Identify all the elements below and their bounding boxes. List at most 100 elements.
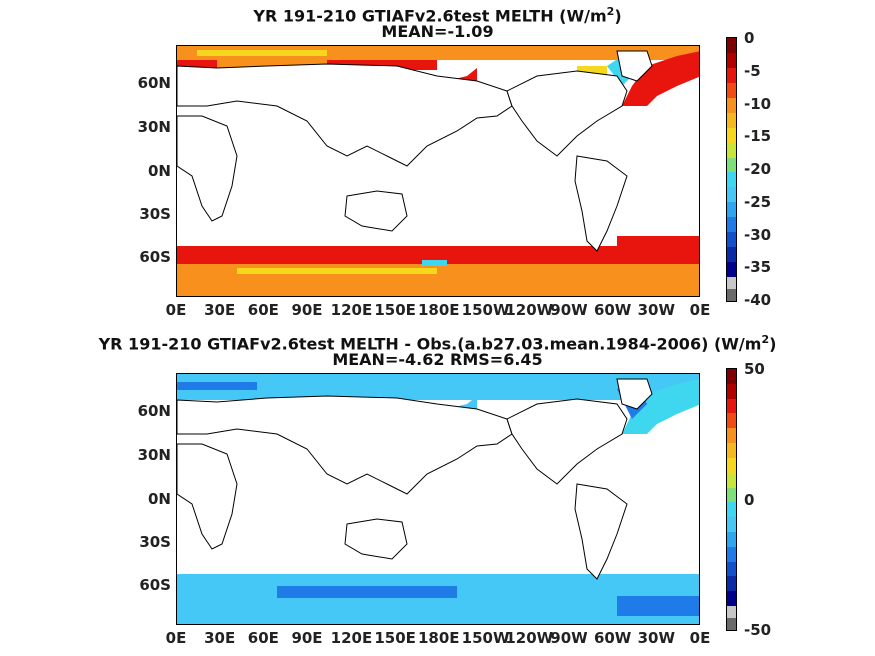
land-africa: [177, 115, 238, 222]
colorbar-band: [727, 369, 736, 385]
chart2-ytick: 30S: [139, 533, 171, 551]
colorbar-band: [727, 383, 736, 400]
chart1-colorbar-tick: -10: [744, 94, 772, 113]
chart1-colorbar-tick: -30: [744, 225, 772, 244]
colorbar-band: [727, 157, 736, 173]
chart1-ytick: 60N: [137, 74, 171, 92]
land2-greenland: [616, 378, 653, 410]
chart1-map-panel: [176, 45, 700, 297]
chart1-xtick: 60E: [247, 301, 279, 319]
chart1-colorbar-tick: -20: [744, 160, 772, 178]
chart2-xtick: 60W: [593, 629, 632, 647]
land2-south-america: [574, 483, 628, 580]
colorbar-band: [727, 38, 736, 54]
colorbar-band: [727, 487, 736, 503]
chart2-ytick: 30N: [137, 446, 171, 464]
field-so-cyan: [422, 260, 447, 266]
colorbar-band: [727, 127, 736, 144]
chart2-ytick: 0N: [148, 490, 171, 508]
colorbar-band: [727, 561, 736, 577]
colorbar-band: [727, 546, 736, 563]
chart1-title: YR 191-210 GTIAFv2.6test MELTH (W/m2): [253, 5, 622, 26]
field-arctic-yellow: [197, 50, 327, 56]
land-australia: [344, 190, 408, 232]
chart2-title: YR 191-210 GTIAFv2.6test MELTH - Obs.(a.…: [98, 333, 777, 354]
chart2-ytick: 60N: [137, 402, 171, 420]
land2-africa: [177, 443, 238, 550]
chart1-ytick: 60S: [139, 248, 171, 266]
land-greenland: [616, 50, 653, 82]
chart1-ytick: 30N: [137, 118, 171, 136]
chart1-ytick: 0N: [148, 162, 171, 180]
field-arctic-orange: [217, 60, 327, 68]
land2-eurasia: [177, 395, 513, 495]
land2-north-america: [506, 398, 628, 485]
colorbar-band: [727, 517, 736, 533]
colorbar-band: [727, 502, 736, 518]
field-so-yellow: [237, 268, 437, 274]
colorbar-band: [727, 202, 736, 218]
chart1-colorbar-tick: -35: [744, 258, 772, 277]
colorbar-band: [727, 247, 736, 263]
chart2-xtick: 180E: [418, 629, 460, 647]
land-south-america: [574, 155, 628, 252]
chart1-xtick: 30E: [204, 301, 236, 319]
colorbar-gray-band: [727, 618, 736, 630]
chart2-map-panel: [176, 373, 700, 625]
colorbar-band: [727, 232, 736, 248]
colorbar-band: [727, 82, 736, 99]
colorbar-band: [727, 97, 736, 114]
chart1-xtick: 150W: [461, 301, 510, 319]
chart2-colorbar-tick: 0: [744, 490, 755, 509]
field-arctic-red-e: [327, 60, 437, 70]
colorbar-gray-band: [727, 606, 736, 618]
colorbar-gray-band: [727, 277, 736, 289]
chart2-xtick: 0E: [689, 629, 711, 647]
colorbar-band: [727, 112, 736, 129]
colorbar-band: [727, 576, 736, 592]
chart2-xtick: 90W: [550, 629, 588, 647]
colorbar-gray-band: [727, 289, 736, 301]
chart1-xtick: 180E: [418, 301, 460, 319]
field-so-red-patch: [617, 236, 699, 258]
land2-australia: [344, 518, 408, 560]
colorbar-band: [727, 428, 736, 444]
chart1-xtick: 150E: [374, 301, 416, 319]
chart2-xtick: 30W: [637, 629, 676, 647]
chart1-xtick: 90W: [550, 301, 588, 319]
chart2-ytick: 60S: [139, 576, 171, 594]
chart1-xtick: 120W: [505, 301, 554, 319]
chart1-xtick: 0E: [689, 301, 711, 319]
land-eurasia: [177, 63, 513, 167]
colorbar-band: [727, 142, 736, 158]
colorbar-band: [727, 443, 736, 459]
chart2-xtick: 30E: [204, 629, 236, 647]
chart2-xtick: 150E: [374, 629, 416, 647]
chart1-colorbar-tick: -5: [744, 61, 761, 80]
colorbar-band: [727, 172, 736, 188]
field-north-atlantic: [622, 51, 699, 106]
chart1-xtick: 60W: [593, 301, 632, 319]
colorbar-band: [727, 217, 736, 233]
chart1-xtick: 0E: [165, 301, 187, 319]
colorbar-band: [727, 262, 736, 278]
chart2-colorbar-tick: 50: [744, 360, 765, 378]
chart1-colorbar: [726, 37, 737, 302]
colorbar-band: [727, 531, 736, 548]
chart2-mean-rms-label: MEAN=-4.62 RMS=6.45: [332, 350, 543, 369]
field2-arctic: [177, 374, 699, 400]
field2-so-blue: [277, 586, 457, 598]
field2-so-band: [177, 574, 699, 624]
colorbar-band: [727, 457, 736, 474]
field2-north-atlantic: [622, 379, 699, 434]
chart1-map-svg: [177, 46, 699, 296]
chart1-mean-label: MEAN=-1.09: [381, 22, 494, 41]
colorbar-band: [727, 67, 736, 84]
chart2-colorbar-tick: -50: [744, 621, 772, 639]
colorbar-band: [727, 398, 736, 414]
chart2-xtick: 90E: [291, 629, 323, 647]
field-so-red: [177, 246, 699, 264]
continent-outlines: [177, 50, 653, 252]
land-north-america: [506, 70, 628, 157]
chart2-xtick: 120W: [505, 629, 554, 647]
